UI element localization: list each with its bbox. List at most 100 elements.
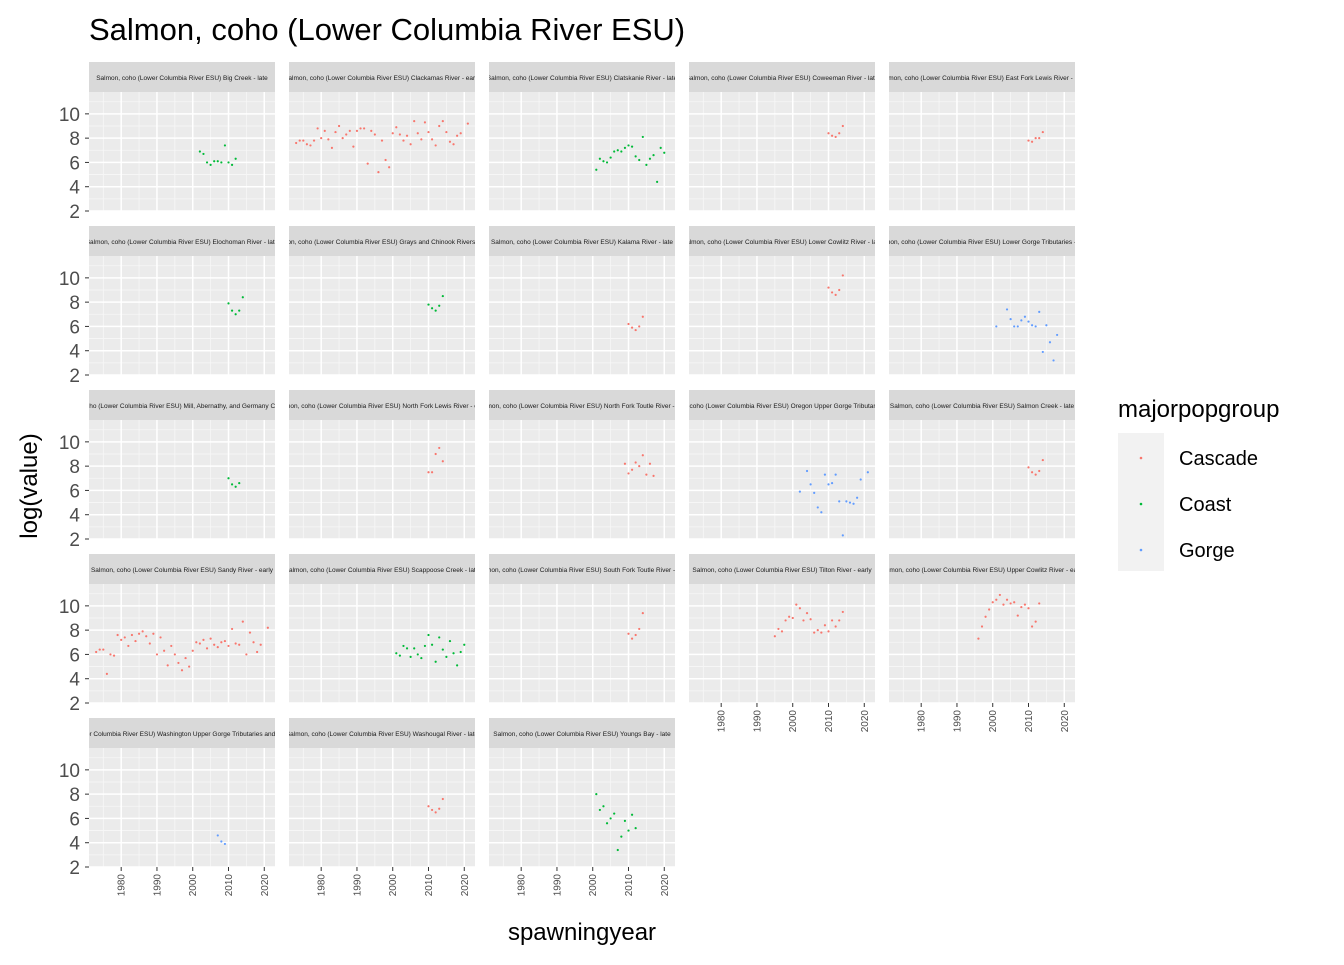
data-point [337,124,341,128]
facet-plot-background [889,256,1075,375]
data-point [323,129,326,132]
data-point [302,139,305,142]
facet-panel: Salmon, coho (Lower Columbia River ESU) … [489,718,675,896]
data-point [120,638,123,641]
data-point [405,134,409,137]
data-point [266,626,269,629]
data-point [1027,607,1030,610]
data-point [1034,473,1037,476]
x-tick-label: 1980 [317,874,328,897]
facet-strip [489,554,675,584]
data-point [223,842,227,846]
data-point [334,130,337,134]
facet-panel: Salmon, coho (Lower Columbia River ESU) … [289,718,475,897]
data-point [448,140,452,143]
data-point [213,160,216,163]
x-tick-label: 2010 [424,874,435,897]
data-point [252,641,255,644]
data-point [1041,458,1044,462]
data-point [116,633,119,637]
data-point [609,817,612,820]
data-point [630,145,634,148]
facet-strip-label: Salmon, coho (Lower Columbia River ESU) … [876,239,1089,246]
data-point [1002,603,1005,606]
facet-panel: Salmon, coho (Lower Columbia River ESU) … [289,390,475,540]
y-tick-label: 10 [59,269,80,290]
data-point [402,139,405,142]
data-point [845,500,848,503]
data-point [223,144,227,147]
data-point [177,661,180,665]
data-point [366,162,369,165]
chart-title: Salmon, coho (Lower Columbia River ESU) [89,12,685,47]
facet-plot-background [489,256,675,375]
data-point [1005,598,1009,601]
facet-plot-background [289,420,475,539]
facet-strip [689,62,875,92]
data-point [798,490,801,493]
data-point [184,656,187,660]
data-point [616,149,619,152]
y-tick-label: 2 [69,366,80,387]
facet-plot-background [889,92,1075,211]
facet-panel: Salmon, coho (Lower Columbia River ESU) … [689,62,875,212]
data-point [1034,620,1037,623]
data-point [413,120,416,123]
data-point [445,130,448,134]
facet-strip [289,62,475,92]
data-point [402,644,405,648]
data-point [1027,139,1030,142]
data-point [445,655,448,658]
legend-label-cascade: Cascade [1179,448,1258,470]
data-point [180,669,184,672]
data-point [1038,469,1041,473]
facet-strip [689,226,875,256]
data-point [1038,137,1041,140]
data-point [816,629,819,632]
facet-panel: Salmon, coho (Lower Columbia River ESU) … [59,390,275,551]
y-tick-label: 4 [69,834,80,855]
legend-label-coast: Coast [1179,494,1232,516]
facet-plot-background [689,420,875,539]
data-point [1034,137,1037,140]
x-tick-label: 2010 [624,874,635,897]
data-point [430,307,434,310]
data-point [423,121,427,124]
data-point [405,647,409,650]
data-point [409,655,412,658]
legend-entries: Cascade Coast Gorge [1139,448,1258,562]
data-point [430,808,434,812]
facet-plot-background [489,584,675,703]
data-point [995,325,998,328]
facet-panel: Salmon, coho (Lower Columbia River ESU) … [59,226,275,387]
data-point [827,286,830,289]
data-point [202,152,205,156]
facet-strip-label: Salmon, coho (Lower Columbia River ESU) … [880,567,1085,574]
data-point [134,639,137,643]
x-tick-label: 1990 [952,710,963,733]
data-point [805,469,809,473]
data-point [827,132,830,135]
legend-key-background [1118,433,1164,571]
facet-plot-background [89,584,275,703]
data-point [137,632,141,635]
data-point [456,664,459,667]
data-point [1041,350,1044,354]
data-point [816,506,819,509]
data-point [216,834,219,837]
facet-plot-background [89,420,275,539]
data-point [438,446,441,450]
data-point [656,180,659,183]
data-point [841,610,844,614]
data-point [427,303,430,306]
x-tick-label: 2010 [1024,710,1035,733]
facet-strip-label: Salmon, coho (Lower Columbia River ESU) … [477,403,687,410]
data-point [634,633,637,637]
data-point [856,496,859,499]
data-point [112,654,116,657]
x-tick-label: 2020 [860,710,871,733]
data-point [373,133,376,136]
data-point [380,139,384,142]
data-point [641,612,644,615]
facet-plot-background [489,92,675,211]
